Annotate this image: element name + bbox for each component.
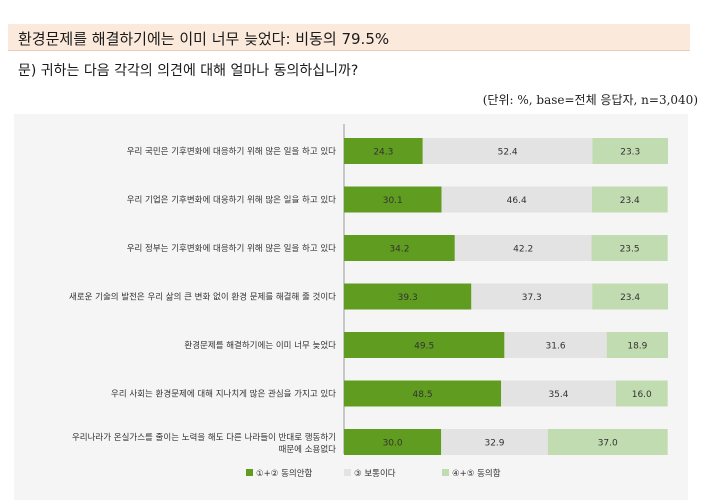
data-label: 42.2 [513, 245, 533, 255]
bar-segment [344, 138, 423, 164]
bar-segment [344, 186, 442, 213]
category-label: 우리 정부는 기후변화에 대응하기 위해 많은 일을 하고 있다 [127, 243, 336, 254]
legend-swatch [246, 469, 253, 476]
data-label: 31.6 [546, 342, 566, 352]
data-label: 30.1 [383, 196, 403, 206]
legend-label: ①+② 동의안함 [256, 468, 313, 479]
bar-segment [592, 138, 668, 164]
data-label: 23.3 [620, 148, 640, 158]
data-label: 23.5 [620, 245, 640, 255]
data-label: 48.5 [413, 390, 433, 400]
category-label: 우리 국민은 기후변화에 대응하기 위해 많은 일을 하고 있다 [127, 146, 336, 157]
legend-label: ③ 보통이다 [354, 468, 396, 479]
legend-swatch [344, 469, 351, 476]
category-label: 우리나라가 온실가스를 줄이는 노력을 해도 다른 나라들이 반대로 행동하기 때… [72, 432, 336, 455]
category-label: 우리 기업은 기후변화에 대응하기 위해 많은 일을 하고 있다 [127, 195, 336, 206]
unit-note: (단위: %, base=전체 응답자, n=3,040) [482, 93, 698, 107]
category-label: 환경문제를 해결하기에는 이미 너무 늦었다 [184, 340, 336, 351]
data-label: 18.9 [627, 342, 647, 352]
data-label: 46.4 [507, 196, 527, 206]
bar-segment [441, 186, 592, 213]
data-label: 52.4 [498, 148, 518, 158]
category-label: 우리 사회는 환경문제에 대해 지나치게 많은 관심을 가지고 있다 [111, 389, 336, 400]
data-label: 34.2 [389, 245, 409, 255]
bar-segment [454, 235, 592, 261]
bar-segment [591, 235, 668, 261]
bar-segment [344, 429, 442, 455]
bar-segment [344, 283, 472, 310]
bar-segment [344, 380, 502, 407]
data-label: 37.0 [598, 439, 618, 449]
legend-label: ④+⑤ 동의함 [452, 468, 501, 479]
bar-segment [547, 429, 668, 455]
data-label: 49.5 [414, 342, 434, 352]
data-label: 23.4 [620, 293, 640, 303]
bar-segment [344, 235, 455, 261]
data-label: 24.3 [373, 148, 393, 158]
bar-segment [606, 332, 668, 358]
bar-segment [471, 283, 593, 310]
bar-segment [592, 283, 668, 310]
data-label: 16.0 [632, 390, 652, 400]
data-label: 30.0 [383, 439, 403, 449]
category-label: 새로운 기술의 발전은 우리 삶의 큰 변화 없이 환경 문제를 해결해 줄 것… [69, 292, 336, 303]
bar-segment [501, 380, 616, 407]
chart-panel: 우리 국민은 기후변화에 대응하기 위해 많은 일을 하고 있다 24.3 52.4… [14, 114, 688, 500]
bar-segment [422, 138, 593, 164]
data-label: 35.4 [548, 390, 568, 400]
header-bar: 환경문제를 해결하기에는 이미 너무 늦었다: 비동의 79.5% [8, 24, 690, 51]
data-label: 39.3 [398, 293, 418, 303]
page-title: 환경문제를 해결하기에는 이미 너무 늦었다: 비동의 79.5% [18, 30, 390, 48]
data-label: 32.9 [484, 439, 504, 449]
survey-question: 문) 귀하는 다음 각각의 의견에 대해 얼마나 동의하십니까? [18, 63, 359, 79]
bar-segment [591, 186, 668, 213]
bar-segment [344, 332, 505, 358]
data-label: 23.4 [620, 196, 640, 206]
bar-segment [504, 332, 607, 358]
bar-segment [615, 380, 668, 407]
bar-segment [441, 429, 548, 455]
data-label: 37.3 [522, 293, 542, 303]
legend-swatch [442, 469, 449, 476]
stacked-bar-chart: 우리 국민은 기후변화에 대응하기 위해 많은 일을 하고 있다 24.3 52.4… [69, 124, 668, 479]
